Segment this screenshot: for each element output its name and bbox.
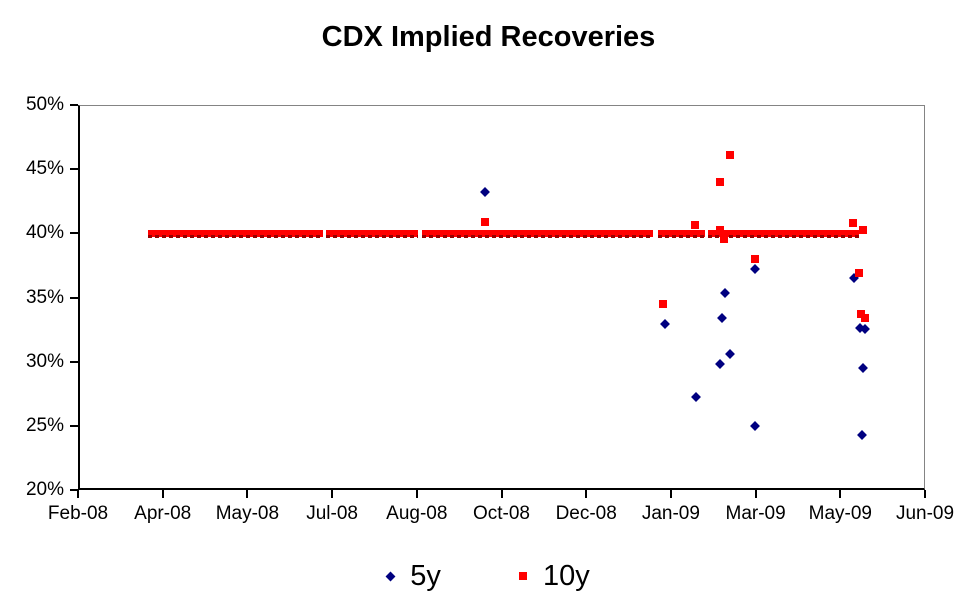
legend-10y-square-icon	[518, 572, 527, 580]
x-axis-tick	[839, 490, 842, 498]
x-axis-tick	[331, 490, 334, 498]
x-axis-tick	[585, 490, 588, 498]
x-axis-tick	[415, 490, 418, 498]
legend: 5y 10y	[0, 558, 977, 594]
x-axis-tick	[924, 490, 926, 498]
x-axis-tick-label: Aug-08	[386, 503, 448, 524]
data-point-10y	[855, 268, 864, 277]
data-point-5y	[690, 392, 701, 403]
y-axis-tick-label: 30%	[25, 350, 64, 372]
x-axis-tick	[754, 490, 757, 498]
y-axis-tick-label: 25%	[25, 414, 64, 436]
data-point-10y	[849, 218, 858, 227]
x-axis-tick	[246, 490, 249, 498]
y-axis-tick-label: 50%	[25, 94, 64, 115]
legend-label-5y: 5y	[410, 560, 441, 592]
y-axis-tick	[70, 296, 78, 299]
x-axis-tick-label: Oct-08	[472, 503, 531, 524]
legend-item-5y: 5y	[385, 558, 441, 594]
data-point-10y	[658, 299, 667, 308]
y-axis-tick	[70, 489, 78, 491]
data-point-5y	[750, 264, 760, 274]
y-axis-tick	[70, 168, 78, 171]
y-axis-tick	[70, 232, 78, 235]
x-axis-tick-label: Mar-09	[725, 503, 786, 524]
data-point-5y	[724, 348, 735, 359]
data-point-10y	[858, 226, 867, 235]
data-point-5y	[717, 312, 727, 323]
plot-area	[78, 105, 925, 490]
data-point-10y	[719, 235, 728, 244]
x-axis-tick-label: Feb-08	[47, 503, 109, 524]
data-point-10y	[861, 313, 870, 322]
x-axis-tick-label: Apr-08	[134, 503, 192, 524]
y-axis-tick-label: 40%	[25, 222, 64, 244]
data-point-10y	[856, 309, 865, 318]
baseline-band-segment	[422, 230, 654, 239]
x-axis-tick-label: May-08	[215, 503, 280, 524]
data-point-10y	[480, 217, 489, 226]
y-axis-tick	[70, 360, 78, 363]
data-point-5y	[660, 319, 671, 330]
data-point-5y	[719, 288, 730, 299]
x-axis-tick-label: May-09	[808, 503, 872, 524]
x-axis-tick	[161, 490, 164, 498]
x-axis-tick-label: Jan-09	[641, 503, 700, 524]
x-axis-tick-label: Jun-09	[895, 503, 955, 524]
chart-title: CDX Implied Recoveries	[321, 21, 656, 53]
baseline-band-segment	[708, 230, 860, 239]
x-axis-tick-label: Dec-08	[555, 503, 617, 524]
data-point-5y	[856, 429, 867, 440]
legend-label-10y: 10y	[542, 560, 590, 592]
data-point-10y	[690, 221, 699, 230]
y-axis-tick-label: 35%	[25, 286, 64, 308]
legend-item-10y: 10y	[518, 558, 590, 594]
baseline-band-segment	[326, 230, 419, 239]
data-point-5y	[479, 187, 490, 197]
y-axis-tick-label: 45%	[25, 158, 64, 180]
data-point-5y	[860, 324, 871, 335]
y-axis-tick-label: 20%	[25, 479, 64, 500]
data-point-10y	[725, 150, 734, 159]
x-axis-tick	[500, 490, 503, 498]
baseline-band-segment	[147, 230, 324, 239]
data-point-5y	[715, 358, 726, 369]
baseline-band-segment	[657, 230, 706, 239]
data-point-10y	[716, 226, 725, 235]
data-point-5y	[750, 420, 760, 431]
y-axis-tick	[70, 424, 78, 427]
legend-5y-diamond-icon	[385, 571, 396, 581]
x-axis-tick	[669, 490, 672, 498]
y-axis-tick	[70, 104, 78, 106]
data-point-10y	[716, 177, 725, 186]
data-point-5y	[857, 362, 868, 373]
x-axis-tick	[77, 490, 79, 498]
x-axis-tick-label: Jul-08	[306, 503, 358, 524]
data-point-10y	[751, 254, 760, 263]
